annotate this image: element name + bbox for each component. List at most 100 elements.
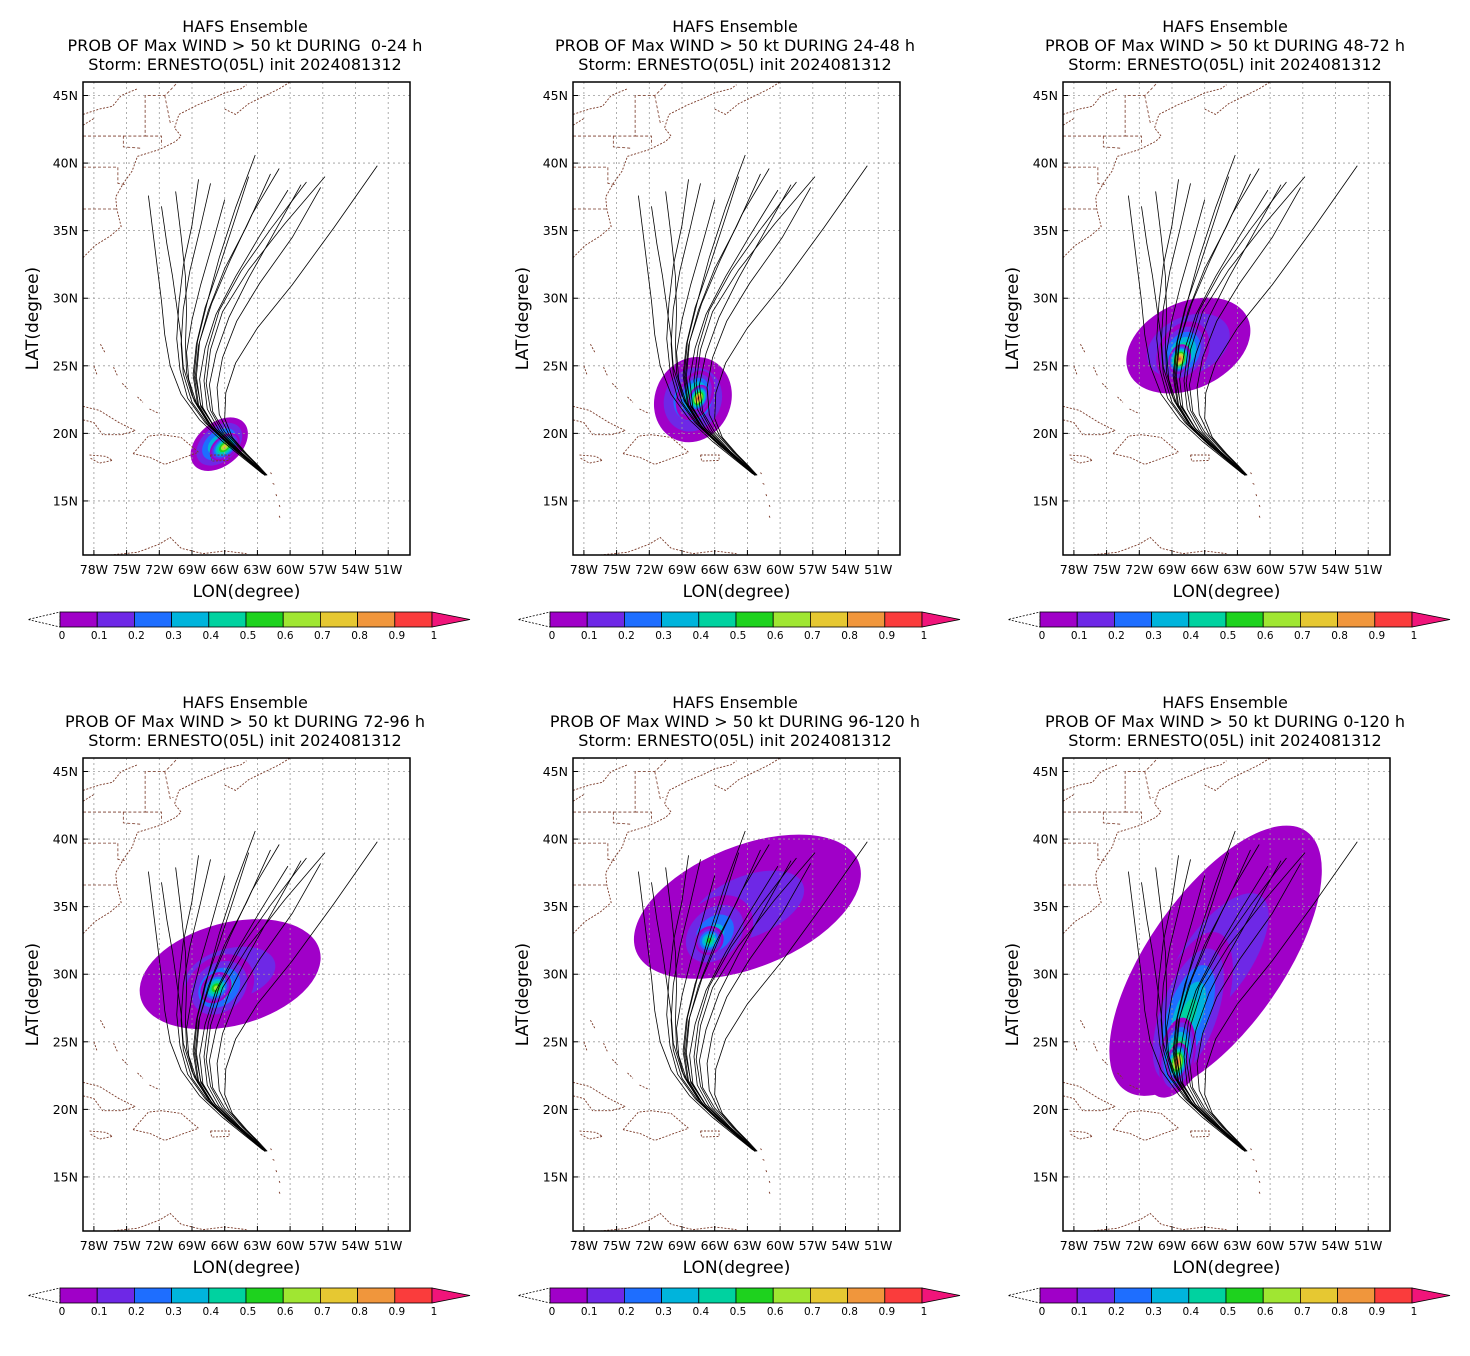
colorbar-segment bbox=[809, 611, 848, 628]
coastline bbox=[1080, 1019, 1086, 1029]
coastline bbox=[83, 118, 95, 126]
colorbar-segment bbox=[282, 611, 321, 628]
map-area bbox=[1063, 82, 1390, 555]
coastline bbox=[1069, 454, 1094, 464]
lon-tick-label: 63W bbox=[243, 562, 271, 577]
coastline bbox=[573, 760, 737, 935]
lat-tick-label: 15N bbox=[543, 493, 568, 508]
colorbar-tick-label: 1 bbox=[1411, 630, 1418, 642]
lon-tick-label: 60W bbox=[766, 562, 794, 577]
lon-tick-label: 54W bbox=[1321, 562, 1349, 577]
lon-tick-label: 78W bbox=[570, 562, 598, 577]
colorbar-segment bbox=[59, 611, 98, 628]
colorbar: 0 0.1 0.2 0.3 0.4 0.5 0.6 0.7 0.8 0.9 1 bbox=[1007, 1287, 1451, 1318]
colorbar-segment bbox=[1262, 611, 1301, 628]
colorbar-right-arrow bbox=[431, 1287, 471, 1304]
colorbar-segment bbox=[661, 1287, 700, 1304]
coastline bbox=[278, 1180, 281, 1184]
state-border bbox=[123, 758, 179, 813]
coastline bbox=[573, 88, 628, 115]
coastline bbox=[583, 365, 588, 376]
colorbar-segment bbox=[1076, 611, 1115, 628]
lat-tick-label: 30N bbox=[1033, 291, 1058, 306]
plot-frame bbox=[82, 81, 411, 556]
ensemble-track bbox=[695, 852, 816, 1152]
lon-tick-label: 60W bbox=[1256, 1238, 1284, 1253]
coastline bbox=[278, 504, 281, 508]
lat-tick-label: 25N bbox=[543, 1034, 568, 1049]
y-axis-label: LAT(degree) bbox=[23, 267, 43, 370]
colorbar-tick-label: 0.4 bbox=[202, 630, 219, 642]
colorbar-segment bbox=[772, 1287, 811, 1304]
colorbar-tick-label: 0.9 bbox=[878, 1306, 895, 1318]
map-area bbox=[573, 758, 900, 1231]
colorbar-segment bbox=[623, 1287, 662, 1304]
ensemble-track bbox=[638, 871, 754, 1151]
panel-storm-line: Storm: ERNESTO(05L) init 2024081312 bbox=[578, 55, 892, 74]
coastline bbox=[768, 504, 771, 508]
lat-tick-label: 25N bbox=[53, 1034, 78, 1049]
coastline bbox=[100, 1019, 106, 1029]
lat-tick-label: 35N bbox=[543, 899, 568, 914]
lon-tick-label: 78W bbox=[1060, 562, 1088, 577]
map-plot: 78W 75W 72W 69W 66W 63W 60W 57W 54W 51W 15N 20N 25N 3… bbox=[23, 757, 471, 1318]
coastline bbox=[579, 1130, 604, 1140]
colorbar-segment bbox=[1039, 611, 1078, 628]
ensemble-track bbox=[193, 154, 266, 476]
coastline bbox=[93, 365, 98, 376]
state-border bbox=[164, 95, 174, 124]
colorbar-tick-label: 0.8 bbox=[1331, 630, 1348, 642]
coastlines bbox=[573, 758, 781, 1231]
lat-tick-label: 25N bbox=[1033, 1034, 1058, 1049]
colorbar-tick-label: 0.2 bbox=[128, 1306, 145, 1318]
colorbar-tick-label: 0.1 bbox=[1071, 1306, 1088, 1318]
coastline bbox=[278, 515, 281, 519]
coastline bbox=[1063, 405, 1117, 436]
colorbar-segment bbox=[133, 611, 172, 628]
colorbar-tick-label: 0.8 bbox=[841, 630, 858, 642]
coastline bbox=[1063, 118, 1075, 126]
lon-tick-label: 78W bbox=[1060, 1238, 1088, 1253]
colorbar-tick-label: 0.3 bbox=[1145, 630, 1162, 642]
colorbar-segment bbox=[772, 611, 811, 628]
lat-tick-label: 45N bbox=[543, 764, 568, 779]
coastline bbox=[627, 1072, 634, 1079]
coastline bbox=[573, 118, 585, 126]
coastline bbox=[600, 536, 737, 555]
coastline bbox=[1112, 434, 1180, 465]
x-axis-label: LON(degree) bbox=[683, 582, 791, 602]
state-border bbox=[1125, 811, 1142, 822]
colorbar-tick-label: 0.2 bbox=[1108, 1306, 1125, 1318]
colorbar-tick-label: 0.7 bbox=[1294, 1306, 1311, 1318]
plot-frame bbox=[82, 757, 411, 1232]
colorbar-tick-label: 0.6 bbox=[1257, 630, 1274, 642]
colorbar-left-arrow bbox=[517, 1287, 551, 1304]
colorbar-segment bbox=[208, 611, 247, 628]
coastline bbox=[1117, 1072, 1124, 1079]
map-area bbox=[1063, 758, 1390, 1231]
colorbar-tick-label: 0.7 bbox=[314, 1306, 331, 1318]
lon-tick-label: 75W bbox=[112, 1238, 140, 1253]
colorbar-tick-label: 0 bbox=[549, 1306, 556, 1318]
colorbar: 0 0.1 0.2 0.3 0.4 0.5 0.6 0.7 0.8 0.9 1 bbox=[27, 1287, 471, 1318]
lon-tick-label: 60W bbox=[276, 562, 304, 577]
colorbar-tick-label: 0 bbox=[549, 630, 556, 642]
lon-tick-label: 66W bbox=[1191, 1238, 1219, 1253]
coastline bbox=[627, 396, 634, 403]
colorbar-segment bbox=[1374, 1287, 1413, 1304]
colorbar-segment bbox=[357, 1287, 396, 1304]
lon-tick-label: 72W bbox=[1125, 562, 1153, 577]
colorbar-tick-label: 0.5 bbox=[730, 1306, 747, 1318]
colorbar-segment bbox=[394, 611, 433, 628]
coastline bbox=[768, 1180, 771, 1184]
colorbar-tick-label: 0.7 bbox=[314, 630, 331, 642]
colorbar-tick-label: 0.1 bbox=[91, 630, 108, 642]
lat-tick-label: 30N bbox=[543, 967, 568, 982]
coastline bbox=[762, 1158, 766, 1162]
lon-tick-label: 72W bbox=[145, 1238, 173, 1253]
colorbar-tick-label: 0.3 bbox=[165, 630, 182, 642]
coastline bbox=[1250, 472, 1252, 475]
coastline bbox=[121, 383, 129, 390]
lon-tick-label: 78W bbox=[570, 1238, 598, 1253]
colorbar-right-arrow bbox=[921, 611, 961, 628]
